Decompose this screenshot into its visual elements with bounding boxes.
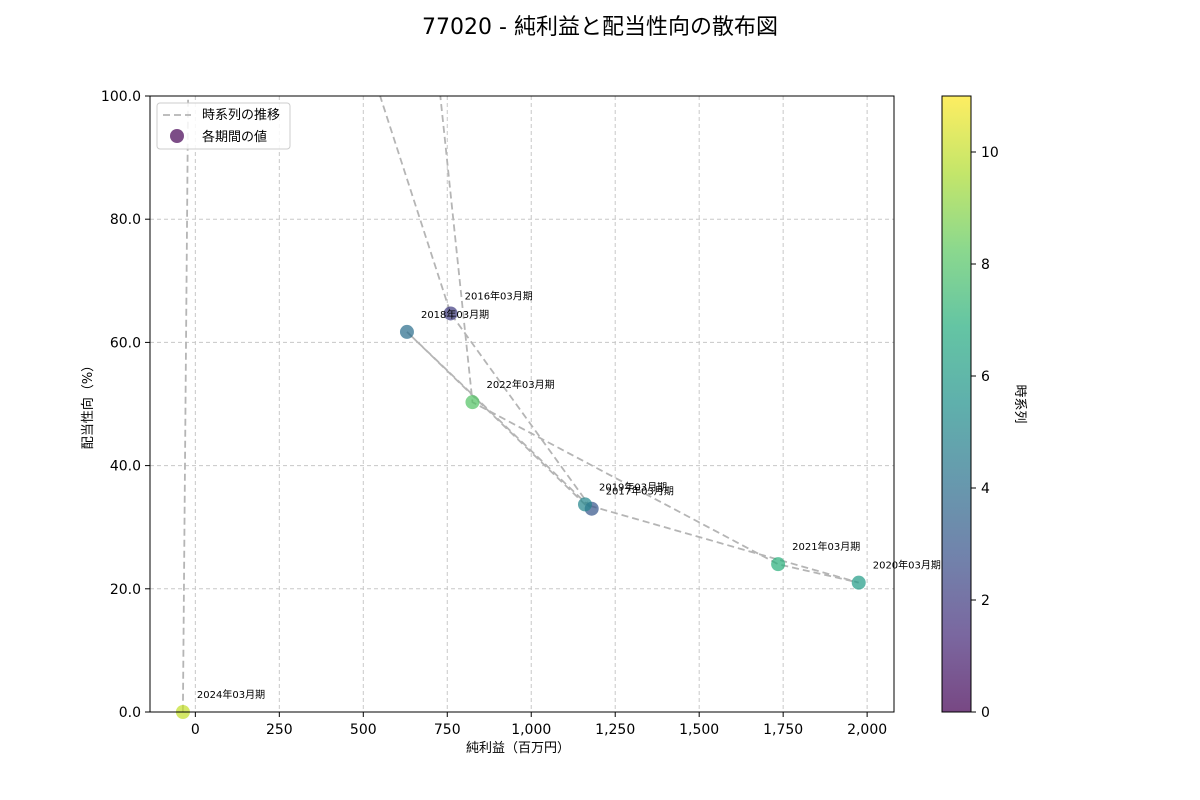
y-axis-label: 配当性向（%）: [80, 359, 96, 449]
point-annotations: 2016年03月期 2017年03月期 2018年03月期 2019年03月期 2020…: [197, 289, 941, 701]
point-label: 2019年03月期: [599, 480, 667, 493]
data-point: [443, 306, 458, 321]
legend: 時系列の推移 各期間の値: [156, 102, 291, 150]
data-point: [577, 497, 592, 512]
point-label: 2022年03月期: [486, 378, 554, 391]
colorbar-gradient: [941, 95, 972, 713]
x-tick-label: 500: [350, 722, 377, 738]
y-tick-label: 20.0: [110, 582, 141, 598]
y-tick-label: 80.0: [110, 212, 141, 228]
data-point: [851, 575, 866, 590]
point-label: 2016年03月期: [465, 289, 533, 302]
colorbar-ticks: 0 2 4 6 8 10: [971, 145, 999, 721]
colorbar-tick-label: 2: [981, 593, 990, 609]
grid-lines: [150, 95, 894, 713]
colorbar-tick-label: 8: [981, 257, 990, 273]
x-tick-label: 2,000: [847, 722, 887, 738]
x-tick-label: 1,500: [679, 722, 719, 738]
legend-marker-icon: [170, 129, 184, 143]
point-label: 2017年03月期: [606, 485, 674, 498]
scatter-points: [175, 306, 866, 719]
y-tick-label: 0.0: [119, 705, 141, 721]
point-label: 2021年03月期: [792, 540, 860, 553]
x-axis-ticks: 0 250 500 750 1,000 1,250 1,500 1,750 2,000: [191, 712, 887, 738]
y-tick-label: 60.0: [110, 335, 141, 351]
colorbar-tick-label: 6: [981, 369, 990, 385]
colorbar-tick-label: 10: [981, 145, 999, 161]
x-tick-label: 1,750: [763, 722, 803, 738]
y-tick-label: 100.0: [101, 89, 141, 105]
point-label: 2020年03月期: [873, 559, 941, 572]
x-tick-label: 750: [434, 722, 461, 738]
legend-label-points: 各期間の値: [202, 129, 267, 145]
x-tick-label: 1,250: [595, 722, 635, 738]
colorbar-tick-label: 0: [981, 705, 990, 721]
data-point: [399, 324, 414, 339]
colorbar: 0 2 4 6 8 10 時系列: [941, 95, 1027, 721]
x-tick-label: 1,000: [511, 722, 551, 738]
point-label: 2018年03月期: [421, 308, 489, 321]
x-tick-label: 250: [266, 722, 293, 738]
time-series-line: [182, 96, 859, 712]
y-tick-label: 40.0: [110, 459, 141, 475]
legend-label-line: 時系列の推移: [202, 108, 280, 123]
data-point: [465, 395, 480, 410]
x-axis-label: 純利益（百万円）: [466, 741, 570, 756]
colorbar-label: 時系列: [1012, 384, 1027, 423]
y-axis-ticks: 0.0 20.0 40.0 60.0 80.0 100.0: [101, 89, 150, 721]
plot-frame: [149, 95, 895, 713]
colorbar-tick-label: 4: [981, 481, 990, 497]
chart-title: 77020 - 純利益と配当性向の散布図: [422, 15, 778, 40]
point-label: 2024年03月期: [197, 688, 265, 701]
data-point: [771, 557, 786, 572]
x-tick-label: 0: [191, 722, 200, 738]
